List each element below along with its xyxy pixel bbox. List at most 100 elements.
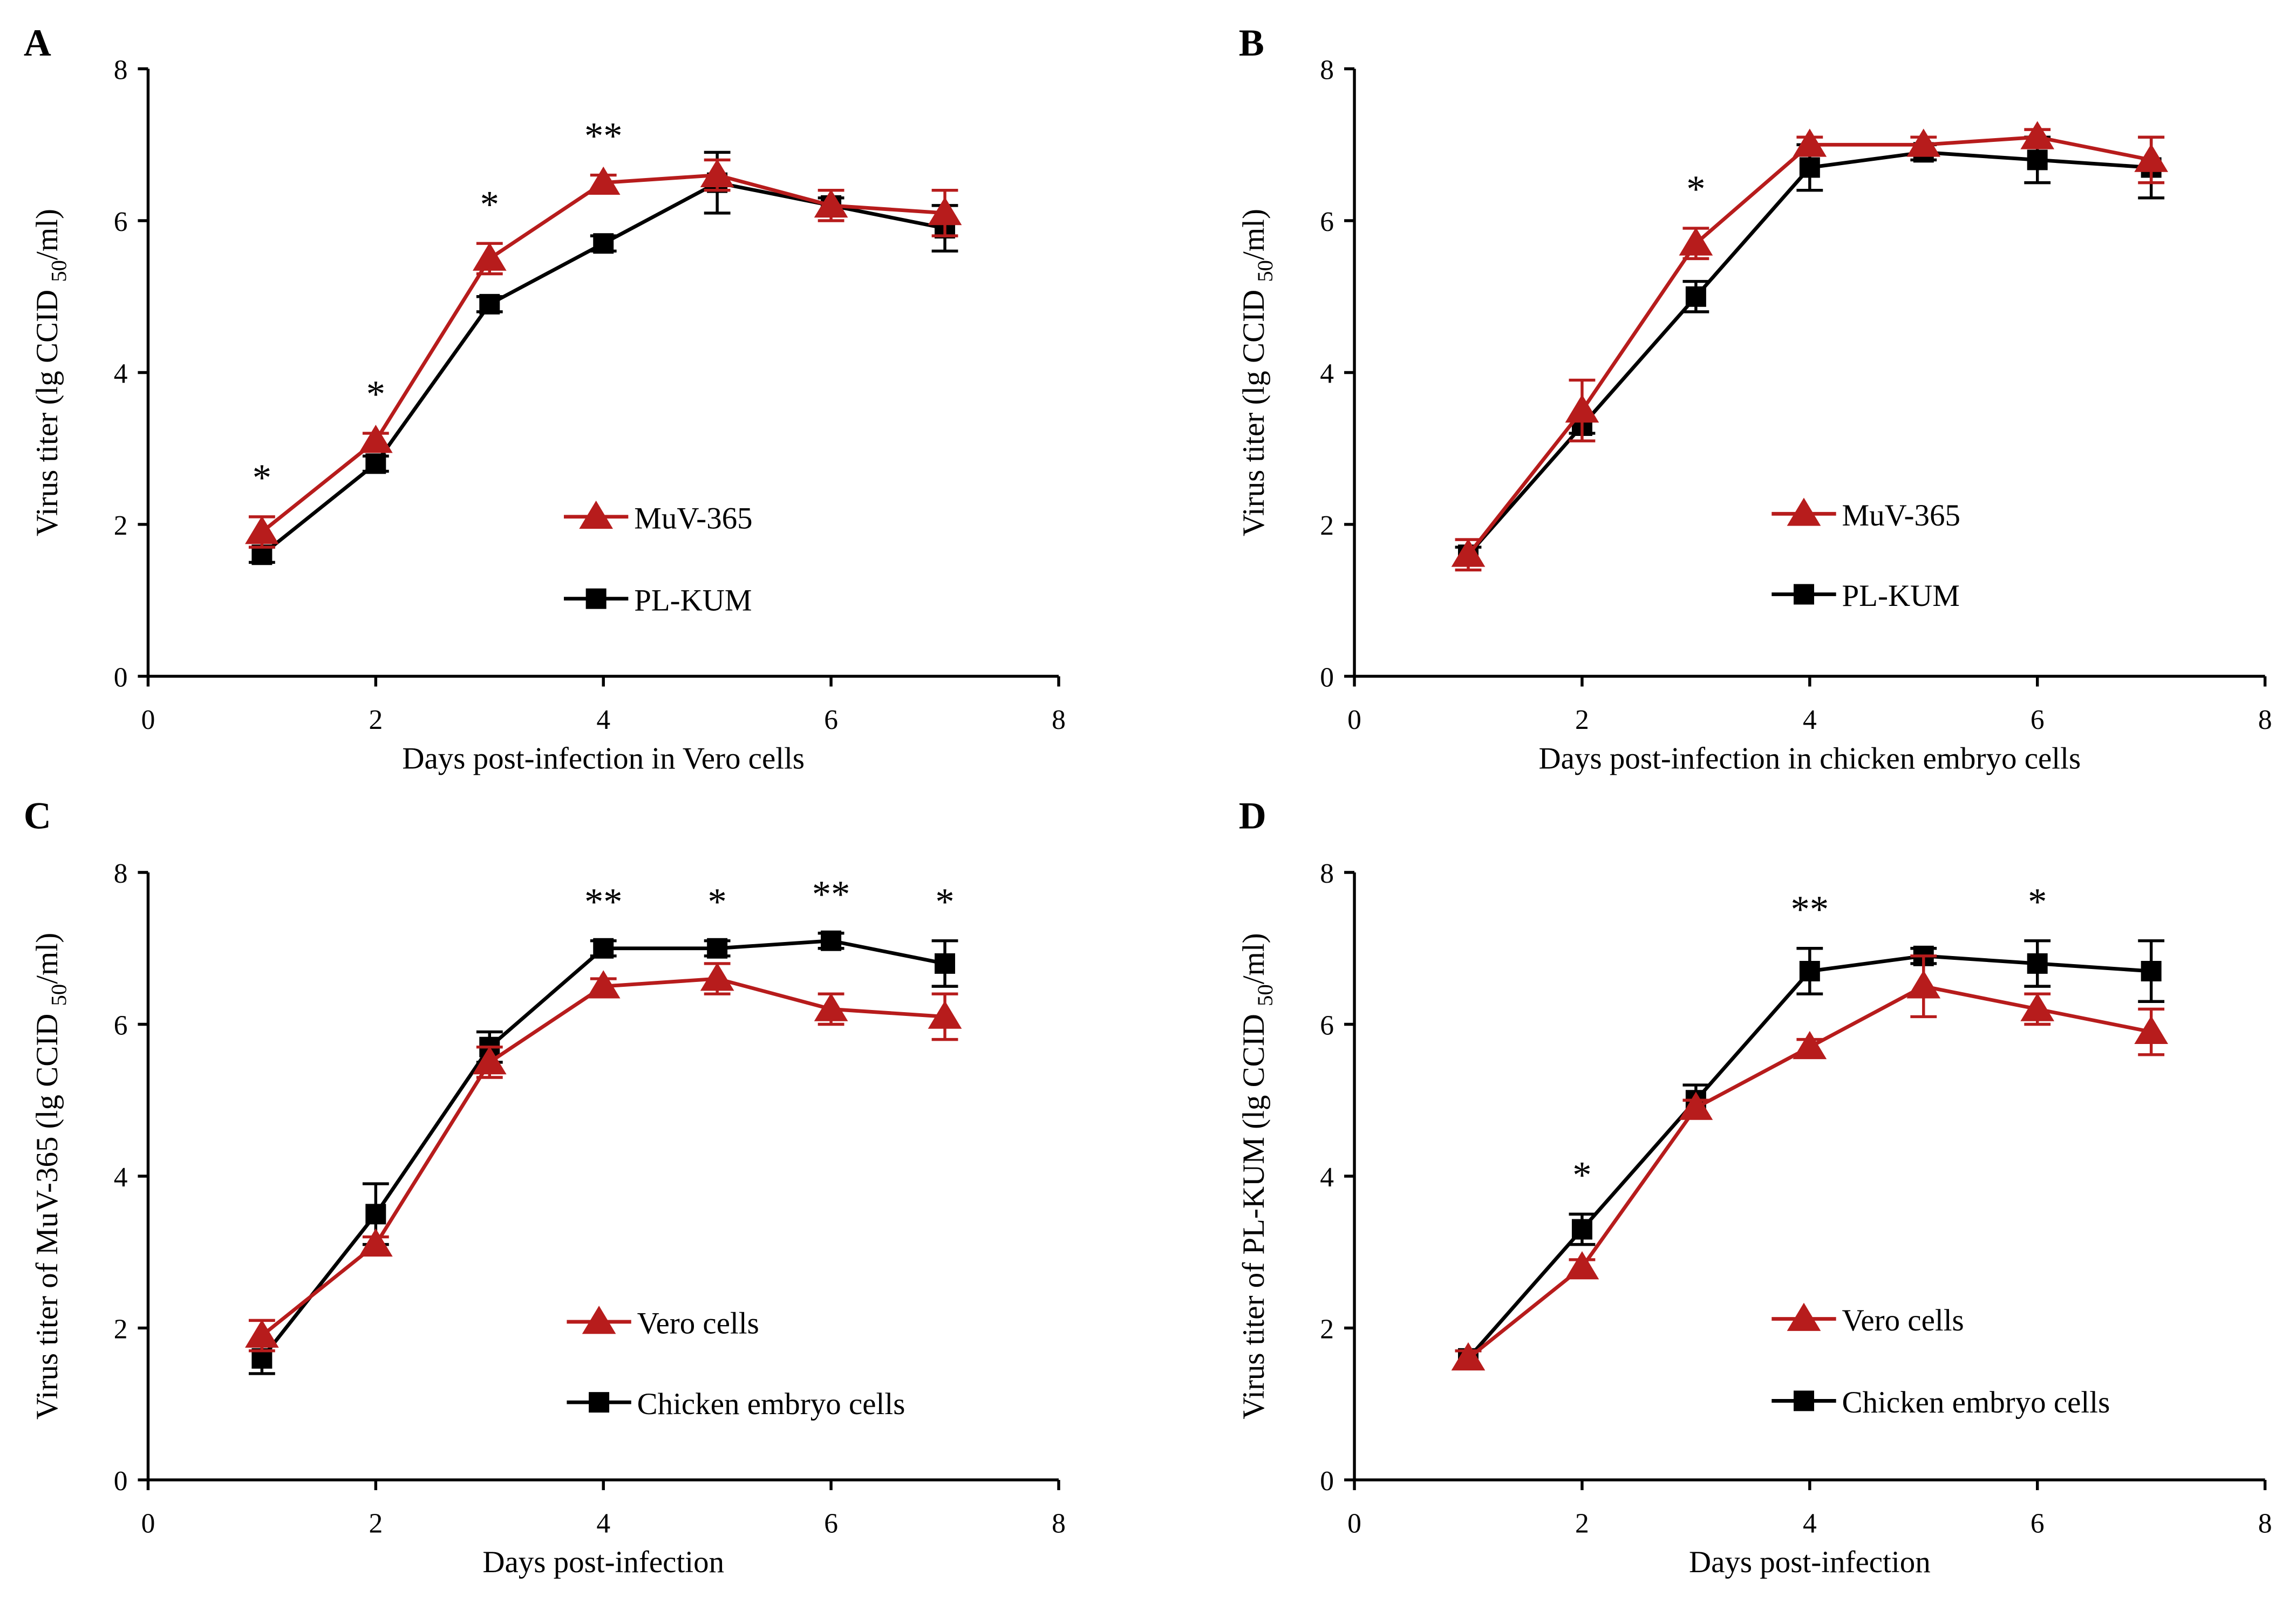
y-axis-label: Virus titer (lg CCID 50/ml) xyxy=(30,209,71,536)
x-tick-label: 6 xyxy=(2031,705,2045,735)
x-tick-label: 0 xyxy=(141,705,155,735)
data-point-triangle xyxy=(1451,538,1486,567)
panel-label: C xyxy=(24,795,51,837)
x-axis-label: Days post-infection xyxy=(482,1545,724,1579)
panel-a: A 0 2 4 6 8 0 2 4 6 8 Days post-infection in Vero c… xyxy=(24,22,1066,775)
legend-label: Vero cells xyxy=(1842,1303,1964,1337)
x-tick-label: 8 xyxy=(2258,1509,2272,1539)
y-tick-label: 8 xyxy=(114,55,128,86)
significance-marker: * xyxy=(253,457,271,499)
data-point-triangle xyxy=(358,425,393,453)
y-axis-label-subscript: 50 xyxy=(1253,984,1277,1006)
significance-marker: * xyxy=(366,373,385,415)
legend-marker-square xyxy=(589,1392,610,1413)
data-point-square xyxy=(1799,157,1820,178)
data-point-square xyxy=(935,953,956,974)
significance-marker: * xyxy=(480,183,499,226)
y-axis-label-main: Virus titer (lg CCID xyxy=(30,282,64,536)
data-point-triangle xyxy=(928,1000,962,1029)
y-tick-label: 4 xyxy=(114,1162,128,1193)
data-point-square xyxy=(365,453,386,474)
y-axis-label-main: Virus titer of PL-KUM (lg CCID xyxy=(1237,1006,1271,1419)
data-point-triangle xyxy=(1679,227,1713,256)
data-point-triangle xyxy=(472,1046,507,1075)
legend-label: Chicken embryo cells xyxy=(637,1387,905,1421)
x-tick-label: 2 xyxy=(1575,1509,1589,1539)
x-tick-label: 0 xyxy=(141,1509,155,1539)
panel-b: B 0 2 4 6 8 0 2 4 6 8 Days post-infection in chicke… xyxy=(1237,22,2272,775)
legend-item: Vero cells xyxy=(1772,1302,1964,1337)
data-point-square xyxy=(2027,149,2048,170)
legend-label: MuV-365 xyxy=(1842,499,1960,533)
series-muv-365 xyxy=(1451,121,2168,572)
y-tick-label: 0 xyxy=(114,1466,128,1497)
data-point-triangle xyxy=(1906,128,1941,157)
significance-marker: ** xyxy=(584,115,623,158)
x-tick-label: 2 xyxy=(369,1509,383,1539)
y-axis-label-main: Virus titer of MuV-365 (lg CCID xyxy=(30,1006,64,1419)
series-vero-cells xyxy=(1451,954,2168,1371)
series-muv-365 xyxy=(245,158,962,549)
significance-marker: * xyxy=(708,881,727,923)
data-point-triangle xyxy=(1451,1342,1486,1371)
y-tick-label: 8 xyxy=(1320,858,1334,889)
y-axis-label-subscript: 50 xyxy=(47,260,71,282)
y-axis-label: Virus titer of PL-KUM (lg CCID 50/ml) xyxy=(1237,933,1277,1419)
series-pl-kum xyxy=(248,151,958,565)
data-point-square xyxy=(707,938,728,959)
legend-marker-square xyxy=(1793,1390,1814,1411)
series-line xyxy=(261,977,945,1337)
data-point-triangle xyxy=(814,993,848,1021)
x-axis-label: Days post-infection in chicken embryo ce… xyxy=(1539,741,2081,775)
data-point-square xyxy=(365,1204,386,1225)
data-point-square xyxy=(1799,960,1820,981)
y-tick-label: 4 xyxy=(1320,358,1334,389)
y-tick-label: 2 xyxy=(1320,1314,1334,1345)
data-point-triangle xyxy=(245,1319,279,1348)
y-axis-label-subscript: 50 xyxy=(47,984,71,1006)
y-axis-label-unit: /ml) xyxy=(30,933,64,984)
y-tick-label: 2 xyxy=(114,1314,128,1345)
x-tick-label: 8 xyxy=(1052,1509,1066,1539)
x-tick-label: 8 xyxy=(2258,705,2272,735)
legend-item: Vero cells xyxy=(567,1306,759,1341)
data-point-triangle xyxy=(1565,1251,1599,1280)
legend-label: PL-KUM xyxy=(1842,579,1960,613)
y-tick-label: 0 xyxy=(1320,1466,1334,1497)
significance-marker: ** xyxy=(812,873,850,916)
panel-label: B xyxy=(1239,22,1264,64)
y-tick-label: 6 xyxy=(1320,1010,1334,1041)
data-point-triangle xyxy=(1793,128,1827,157)
x-tick-label: 6 xyxy=(824,705,838,735)
panel-label: A xyxy=(24,22,51,64)
data-point-triangle xyxy=(472,242,507,271)
x-tick-label: 6 xyxy=(824,1509,838,1539)
data-point-triangle xyxy=(586,970,621,999)
x-axis-label: Days post-infection in Vero cells xyxy=(402,741,805,775)
data-point-square xyxy=(1571,1219,1592,1240)
significance-marker: ** xyxy=(1791,889,1829,931)
y-tick-label: 2 xyxy=(1320,510,1334,541)
legend-item: MuV-365 xyxy=(1772,497,1960,533)
data-point-square xyxy=(593,233,614,254)
legend-item: Chicken embryo cells xyxy=(567,1387,905,1421)
series-pl-kum xyxy=(1455,135,2165,565)
y-axis-label-unit: /ml) xyxy=(30,209,64,260)
y-axis-label-unit: /ml) xyxy=(1237,933,1271,984)
data-point-square xyxy=(821,930,842,951)
x-tick-label: 4 xyxy=(596,1509,610,1539)
y-tick-label: 6 xyxy=(114,207,128,237)
data-point-triangle xyxy=(2020,993,2055,1021)
data-point-square xyxy=(479,294,500,315)
panel-d: D 0 2 4 6 8 0 2 4 6 8 Days post-infection Virus tite… xyxy=(1237,795,2272,1579)
y-tick-label: 8 xyxy=(114,858,128,889)
y-tick-label: 8 xyxy=(1320,55,1334,86)
series-line xyxy=(261,173,945,534)
data-point-square xyxy=(593,938,614,959)
y-tick-label: 0 xyxy=(114,662,128,693)
legend-marker-triangle xyxy=(1787,1302,1821,1331)
x-tick-label: 4 xyxy=(1803,1509,1817,1539)
legend-label: MuV-365 xyxy=(634,501,752,535)
x-tick-label: 0 xyxy=(1347,1509,1361,1539)
legend-item: MuV-365 xyxy=(563,500,753,535)
